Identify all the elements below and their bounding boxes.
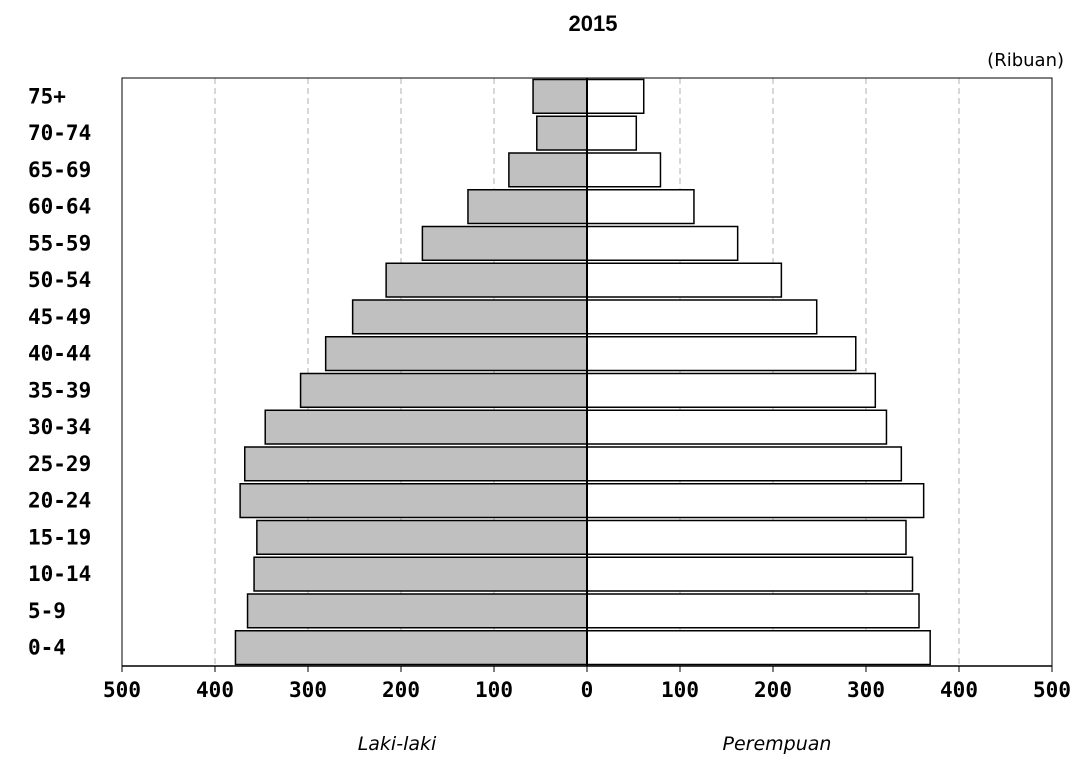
- x-tick-label: 400: [196, 678, 234, 702]
- bar-male: [264, 409, 588, 445]
- bar-female: [586, 115, 638, 151]
- age-group-label: 40-44: [28, 342, 91, 366]
- bar-female: [586, 299, 818, 335]
- chart-title: 2015: [569, 11, 618, 36]
- x-tick-label: 200: [382, 678, 420, 702]
- bar-male: [324, 336, 588, 372]
- bar-male: [532, 78, 588, 114]
- bar-female: [586, 189, 695, 225]
- x-tick-label: 100: [475, 678, 513, 702]
- bar-female: [586, 336, 857, 372]
- category-labels: 0-4 5-9 10-14 15-19 20-24 25-29 30-34 35-39 40-4…: [28, 84, 91, 659]
- age-group-label: 25-29: [28, 452, 91, 476]
- age-group-label: 65-69: [28, 158, 91, 182]
- bar-female: [586, 483, 925, 519]
- bar-female: [586, 630, 931, 666]
- age-group-label: 15-19: [28, 525, 91, 549]
- bar-male: [239, 483, 588, 519]
- x-ticks: 500 400 300 200 100 0 100 200 300 400 500: [103, 666, 1071, 702]
- bar-female: [586, 78, 645, 114]
- age-group-label: 75+: [28, 84, 66, 108]
- male-axis-label: Laki-laki: [358, 733, 437, 755]
- x-tick-label: 300: [289, 678, 327, 702]
- bar-male: [253, 556, 588, 592]
- age-group-label: 45-49: [28, 305, 91, 329]
- bar-female: [586, 593, 920, 629]
- bar-female: [586, 152, 662, 188]
- bar-female: [586, 262, 783, 298]
- bar-male: [467, 189, 588, 225]
- bar-female: [586, 519, 907, 555]
- bar-female: [586, 225, 739, 261]
- x-tick-label: 300: [847, 678, 885, 702]
- bar-female: [586, 372, 877, 408]
- age-group-label: 55-59: [28, 231, 91, 255]
- age-group-label: 70-74: [28, 121, 91, 145]
- bar-male: [508, 152, 588, 188]
- bar-male: [351, 299, 588, 335]
- bar-male: [385, 262, 588, 298]
- age-group-label: 0-4: [28, 636, 66, 660]
- bar-male: [299, 372, 588, 408]
- x-tick-label: 0: [581, 678, 594, 702]
- age-group-label: 10-14: [28, 562, 91, 586]
- x-tick-label: 400: [940, 678, 978, 702]
- bar-male: [536, 115, 588, 151]
- bar-male: [246, 593, 588, 629]
- x-tick-label: 100: [661, 678, 699, 702]
- bars-group: [234, 78, 931, 666]
- age-group-label: 60-64: [28, 195, 91, 219]
- x-tick-label: 500: [103, 678, 141, 702]
- bar-female: [586, 446, 903, 482]
- age-group-label: 5-9: [28, 599, 66, 623]
- x-tick-label: 500: [1033, 678, 1071, 702]
- age-group-label: 30-34: [28, 415, 91, 439]
- age-group-label: 50-54: [28, 268, 91, 292]
- bar-male: [256, 519, 588, 555]
- bar-male: [244, 446, 588, 482]
- x-tick-label: 200: [754, 678, 792, 702]
- female-axis-label: Perempuan: [723, 733, 832, 755]
- unit-label: (Ribuan): [987, 50, 1064, 71]
- age-group-label: 35-39: [28, 378, 91, 402]
- bar-male: [234, 630, 588, 666]
- bar-female: [586, 556, 914, 592]
- bar-female: [586, 409, 888, 445]
- age-group-label: 20-24: [28, 489, 91, 513]
- bar-male: [421, 225, 588, 261]
